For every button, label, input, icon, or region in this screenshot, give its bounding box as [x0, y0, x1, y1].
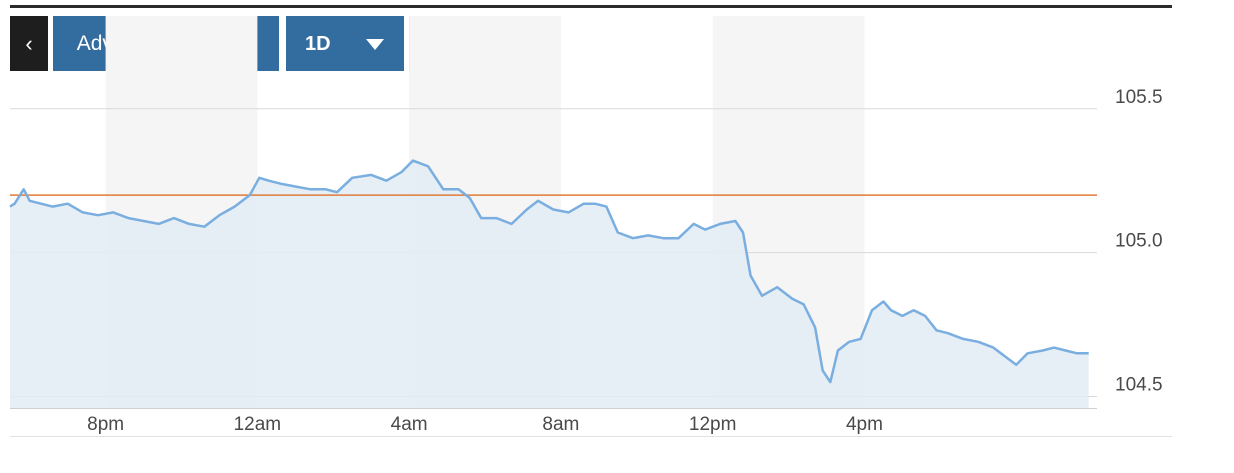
price-line — [9, 159, 1089, 384]
x-tick-label: 12am — [234, 414, 282, 435]
y-axis-ticks: 105.5 105.0 104.5 — [1115, 87, 1163, 396]
y-tick-label: 105.0 — [1115, 231, 1163, 252]
top-rule — [10, 5, 1172, 8]
chevron-left-icon: ‹ — [25, 30, 33, 56]
x-tick-label: 8pm — [87, 414, 124, 435]
time-range-label: 1D — [305, 33, 331, 55]
x-tick-label: 8am — [542, 414, 579, 435]
x-tick-label: 4am — [391, 414, 428, 435]
y-tick-label: 104.5 — [1115, 374, 1163, 395]
time-range-dropdown[interactable]: 1D — [286, 16, 404, 71]
x-tick-label: 4pm — [846, 414, 883, 435]
back-button[interactable]: ‹ — [10, 16, 48, 71]
x-tick-label: 12pm — [689, 414, 737, 435]
caret-down-icon — [366, 39, 384, 50]
y-tick-label: 105.5 — [1115, 87, 1163, 108]
x-axis-ticks: 8pm 12am 4am 8am 12pm 4pm — [87, 414, 883, 435]
price-area — [10, 160, 1089, 408]
